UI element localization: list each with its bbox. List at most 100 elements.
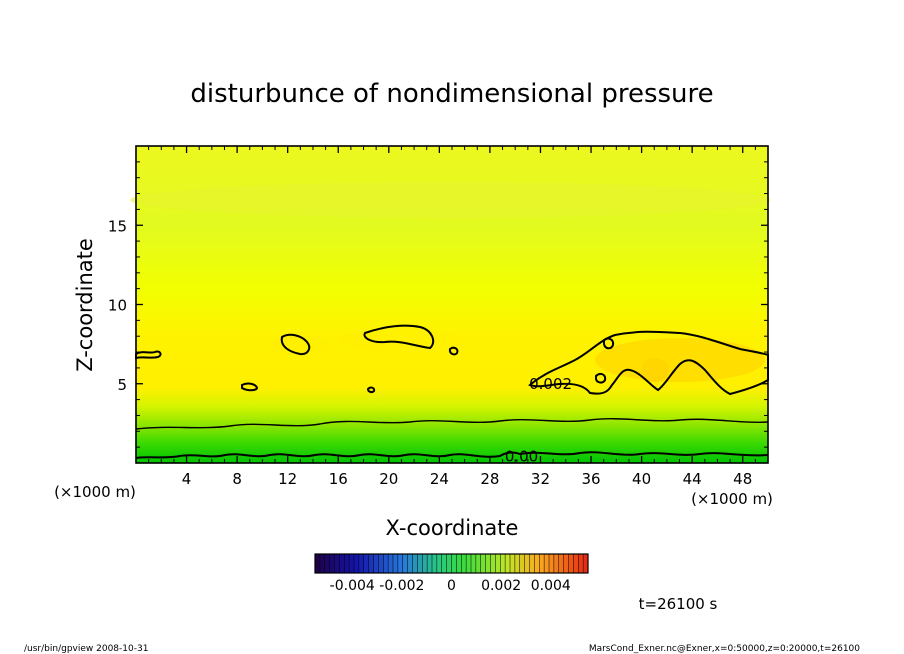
x-unit-label-left: (×1000 m) [54,483,136,501]
colorbar-swatch [368,554,374,573]
colorbar [314,553,589,574]
colorbar-swatch [388,554,394,573]
colorbar-swatch [578,554,584,573]
colorbar-swatch [544,554,550,573]
contour-line [135,451,769,459]
x-tick-label: 4 [182,470,192,488]
colorbar-tick-label: -0.002 [379,578,424,594]
colorbar-tick-labels: -0.004 -0.002 0 0.002 0.004 [330,578,571,594]
colorbar-swatch [505,554,511,573]
colorbar-frame [314,553,589,574]
colorbar-swatch [329,554,335,573]
colorbar-swatch [427,554,433,573]
colorbar-swatch [441,554,447,573]
x-tick-label: 16 [329,470,348,488]
colorbar-swatch [422,554,428,573]
colorbar-swatch [319,554,326,573]
x-tick-label: 36 [581,470,600,488]
colorbar-swatch [568,554,574,573]
x-tick-label: 40 [632,470,651,488]
time-label: t=26100 s [639,595,718,613]
colorbar-tick-label: 0.002 [481,578,521,594]
contour-line [595,372,607,384]
colorbar-swatch [558,554,564,573]
contour-lines [135,324,769,459]
colorbar-swatch [412,554,418,573]
colorbar-swatch [373,554,379,573]
colorbar-swatch [358,554,365,573]
y-axis-label: Z-coordinate [73,238,97,372]
plot-area [130,146,770,463]
colorbar-swatch [549,554,555,573]
colorbar-swatch [534,554,540,573]
x-tick-label: 44 [683,470,702,488]
colorbar-swatch [475,554,482,573]
x-tick-label: 12 [278,470,297,488]
contour-labels: 0.002 0.00 [505,375,572,466]
colorbar-swatch [514,554,521,573]
x-unit-label-right: (×1000 m) [691,490,773,508]
contour-line [528,330,769,396]
colorbar-swatch [349,554,355,573]
colorbar-swatch [573,554,579,573]
colorbar-swatch [446,554,452,573]
y-tick-label: 5 [117,376,127,394]
colorbar-swatch [490,554,496,573]
x-axis: 4 8 12 16 20 24 28 32 36 40 44 48 [148,146,756,488]
y-axis: 5 10 15 [108,161,768,448]
colorbar-swatch [524,554,530,573]
footer-right: MarsCond_Exner.nc@Exner,x=0:50000,z=0:20… [589,644,860,654]
colorbar-swatch [324,554,330,573]
contour-line [366,386,376,394]
contour-label: 0.002 [529,375,572,393]
contour-line [448,346,459,356]
colorbar-swatch [432,554,438,573]
x-tick-label: 20 [379,470,398,488]
contour-label: 0.00 [505,448,538,466]
colorbar-swatch [466,554,472,573]
colorbar-swatch [583,554,589,573]
colorbar-swatch [471,554,477,573]
colorbar-swatch [339,554,345,573]
contour-line [241,382,259,392]
x-tick-label: 32 [531,470,550,488]
colorbar-swatch [563,554,569,573]
x-tick-label: 8 [232,470,242,488]
colorbar-swatch [485,554,491,573]
colorbar-swatch [500,554,506,573]
footer-left: /usr/bin/gpview 2008-10-31 [24,644,148,654]
colorbar-swatch [383,554,389,573]
y-tick-label: 10 [108,297,127,315]
colorbar-swatch [495,554,501,573]
colorbar-swatch [553,554,560,573]
colorbar-tick-label: 0.004 [531,578,571,594]
colorbar-swatch [397,554,404,573]
colorbar-swatch [529,554,535,573]
colorbar-swatch [436,554,443,573]
colorbar-swatch [402,554,408,573]
colorbar-swatch [539,554,545,573]
colorbar-swatch [407,554,413,573]
colorbar-swatch [519,554,525,573]
colorbar-tick-label: 0 [447,578,456,594]
colorbar-swatch [417,554,423,573]
colorbar-swatch [334,554,340,573]
colorbar-swatch [480,554,486,573]
x-tick-label: 24 [430,470,449,488]
colorbar-swatch [378,554,384,573]
colorbar-swatch [456,554,462,573]
y-tick-label: 15 [108,217,127,235]
colorbar-swatch [393,554,399,573]
contour-line [363,324,435,350]
colorbar-swatch [451,554,457,573]
colorbar-swatch [344,554,350,573]
colorbar-swatch [461,554,467,573]
contour-line [280,333,311,356]
colorbar-tick-label: -0.004 [330,578,375,594]
x-tick-label: 48 [733,470,752,488]
contour-line [135,418,769,430]
chart-title: disturbunce of nondimensional pressure [190,79,713,109]
x-axis-label: X-coordinate [386,516,519,540]
contour-line [135,350,162,360]
